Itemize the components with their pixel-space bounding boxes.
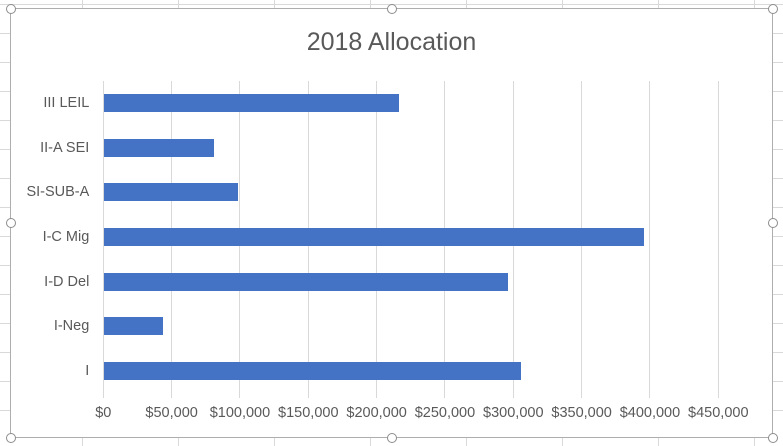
gridline bbox=[649, 81, 651, 398]
bar[interactable] bbox=[103, 94, 399, 113]
bar[interactable] bbox=[103, 272, 509, 291]
selection-handle-top-left[interactable] bbox=[5, 3, 16, 14]
category-label: I-D Del bbox=[44, 273, 90, 290]
category-label: III LEIL bbox=[43, 95, 90, 112]
selection-handle-bottom-right[interactable] bbox=[767, 432, 778, 443]
x-tick-label: $50,000 bbox=[145, 405, 198, 421]
bar[interactable] bbox=[103, 317, 164, 336]
x-tick-label: $0 bbox=[95, 405, 112, 421]
selection-handle-middle-right[interactable] bbox=[767, 218, 778, 228]
bar[interactable] bbox=[103, 138, 215, 157]
category-label: SI-SUB-A bbox=[26, 184, 90, 201]
category-label: II-A SEI bbox=[40, 139, 90, 156]
selection-handle-bottom-left[interactable] bbox=[5, 432, 16, 443]
selection-handle-top-middle[interactable] bbox=[386, 3, 397, 14]
x-tick-label: $100,000 bbox=[209, 405, 271, 421]
x-tick-label: $400,000 bbox=[619, 405, 681, 421]
bar[interactable] bbox=[103, 361, 522, 380]
x-tick-label: $150,000 bbox=[278, 405, 339, 421]
bar[interactable] bbox=[103, 183, 238, 202]
selection-handle-top-right[interactable] bbox=[767, 3, 778, 14]
gridline bbox=[102, 81, 104, 398]
category-label: I-Neg bbox=[53, 318, 90, 335]
x-tick-label: $200,000 bbox=[346, 405, 407, 421]
x-tick-label: $450,000 bbox=[688, 405, 749, 421]
x-tick-label: $350,000 bbox=[551, 405, 612, 421]
category-label: I bbox=[85, 362, 90, 379]
selection-handle-bottom-middle[interactable] bbox=[386, 432, 397, 443]
category-label: I-C Mig bbox=[42, 229, 90, 245]
selection-handle-middle-left[interactable] bbox=[5, 218, 16, 228]
chart-title[interactable]: 2018 Allocation bbox=[306, 28, 477, 56]
chart-object[interactable]: 2018 Allocation $0 $50,000 $100,000 $150,00… bbox=[10, 8, 773, 438]
gridline bbox=[717, 81, 719, 398]
x-tick-label: $250,000 bbox=[414, 405, 476, 421]
x-tick-label: $300,000 bbox=[483, 405, 544, 421]
bar[interactable] bbox=[103, 228, 644, 246]
